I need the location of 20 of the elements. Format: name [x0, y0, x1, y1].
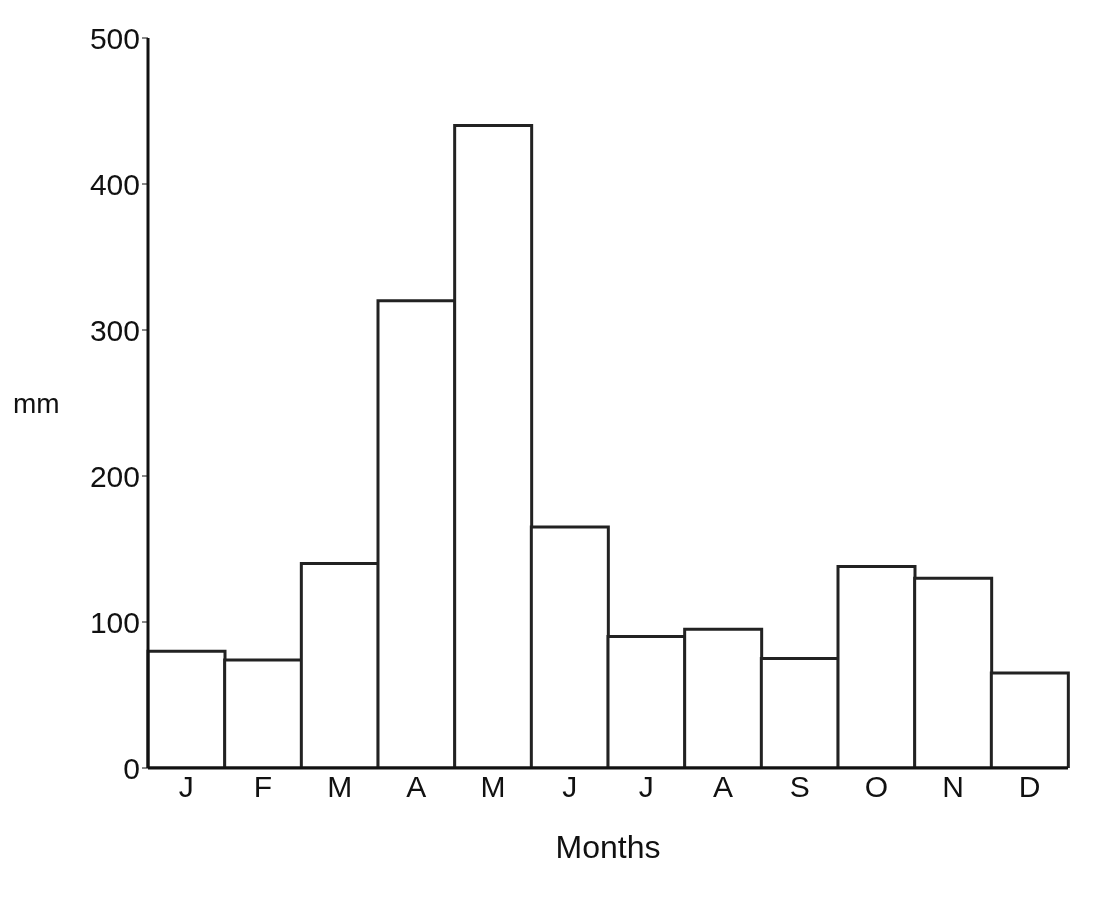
- x-tick-label: M: [480, 770, 506, 804]
- x-tick-label: J: [178, 770, 194, 804]
- y-tick-label: 400: [89, 167, 140, 201]
- y-tick-label: 100: [89, 605, 140, 639]
- x-tick-label: J: [638, 770, 654, 804]
- y-tick-label: 200: [89, 459, 140, 493]
- x-tick-label: D: [1018, 770, 1041, 804]
- x-tick-label: J: [562, 770, 578, 804]
- x-tick-label: F: [253, 770, 273, 804]
- x-tick-label: S: [789, 770, 810, 804]
- x-tick-label: M: [327, 770, 353, 804]
- x-tick-label: A: [712, 770, 734, 804]
- y-tick-label: 0: [123, 751, 140, 785]
- y-axis-title: mm: [13, 387, 60, 419]
- y-tick-label: 500: [89, 21, 140, 55]
- y-tick-label: 300: [89, 313, 140, 347]
- x-axis-title: Months: [555, 829, 661, 865]
- x-tick-label: O: [864, 770, 889, 804]
- x-tick-label: A: [406, 770, 427, 804]
- x-tick-label: N: [942, 770, 964, 804]
